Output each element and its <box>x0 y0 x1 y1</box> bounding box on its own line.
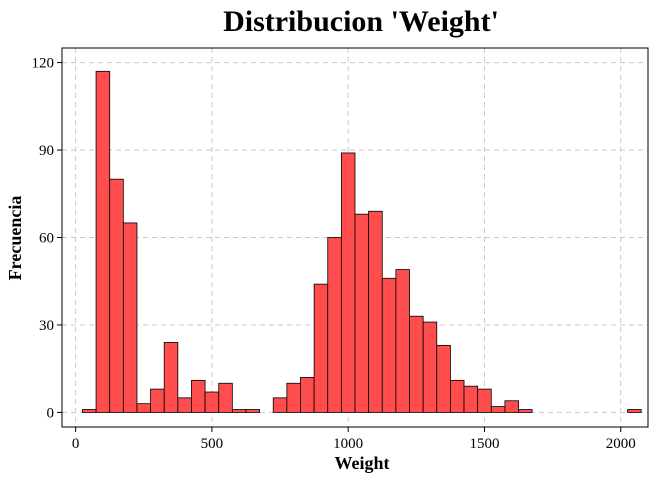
histogram-bar <box>177 397 192 413</box>
histogram-bar <box>327 237 342 413</box>
y-axis: 0 30 60 90 120 <box>32 56 62 421</box>
y-tick-label: 60 <box>39 231 54 247</box>
histogram-bar <box>477 388 492 413</box>
histogram-bar <box>191 379 206 413</box>
y-tick-label: 30 <box>39 318 54 334</box>
y-tick-label: 90 <box>39 143 54 159</box>
histogram-bar <box>272 397 288 413</box>
histogram-bar <box>204 391 220 413</box>
x-tick-label: 0 <box>72 436 80 452</box>
histogram-bar <box>422 321 438 413</box>
histogram-bar <box>218 382 233 413</box>
x-axis: 0 500 1000 1500 2000 <box>72 427 636 452</box>
histogram-bar <box>518 409 533 413</box>
histogram-bar <box>490 406 506 413</box>
histogram-bar <box>231 409 247 413</box>
histogram-bar <box>150 388 165 413</box>
histogram-bar <box>95 70 111 413</box>
histogram-bars <box>82 70 642 413</box>
histogram-bar <box>163 342 179 413</box>
histogram-bar <box>436 344 451 413</box>
x-tick-label: 500 <box>201 436 224 452</box>
x-tick-label: 1000 <box>333 436 363 452</box>
x-tick-label: 2000 <box>606 436 636 452</box>
histogram-bar <box>449 379 465 413</box>
histogram-bar <box>395 269 410 413</box>
chart-title: Distribucion 'Weight' <box>223 5 499 38</box>
histogram-bar <box>368 210 383 413</box>
histogram-bar <box>354 213 370 413</box>
histogram-bar <box>122 222 138 413</box>
histogram-bar <box>381 277 397 413</box>
histogram-bar <box>300 377 315 413</box>
y-tick-label: 120 <box>32 56 55 72</box>
x-axis-title: Weight <box>334 453 389 473</box>
histogram-bar <box>245 409 261 413</box>
grid-lines <box>62 48 648 427</box>
x-tick-label: 1500 <box>469 436 499 452</box>
histogram-bar <box>82 409 97 413</box>
histogram-bar <box>286 382 301 413</box>
histogram-bar <box>627 409 642 413</box>
histogram-bar <box>340 152 356 413</box>
histogram-bar <box>463 385 479 413</box>
y-tick-label: 0 <box>47 405 55 421</box>
histogram-bar <box>504 400 519 413</box>
histogram-bar <box>313 283 329 413</box>
histogram-bar <box>136 403 151 413</box>
histogram-bar <box>109 178 124 413</box>
y-axis-title: Frecuencia <box>5 196 25 281</box>
histogram-bar <box>409 315 424 413</box>
